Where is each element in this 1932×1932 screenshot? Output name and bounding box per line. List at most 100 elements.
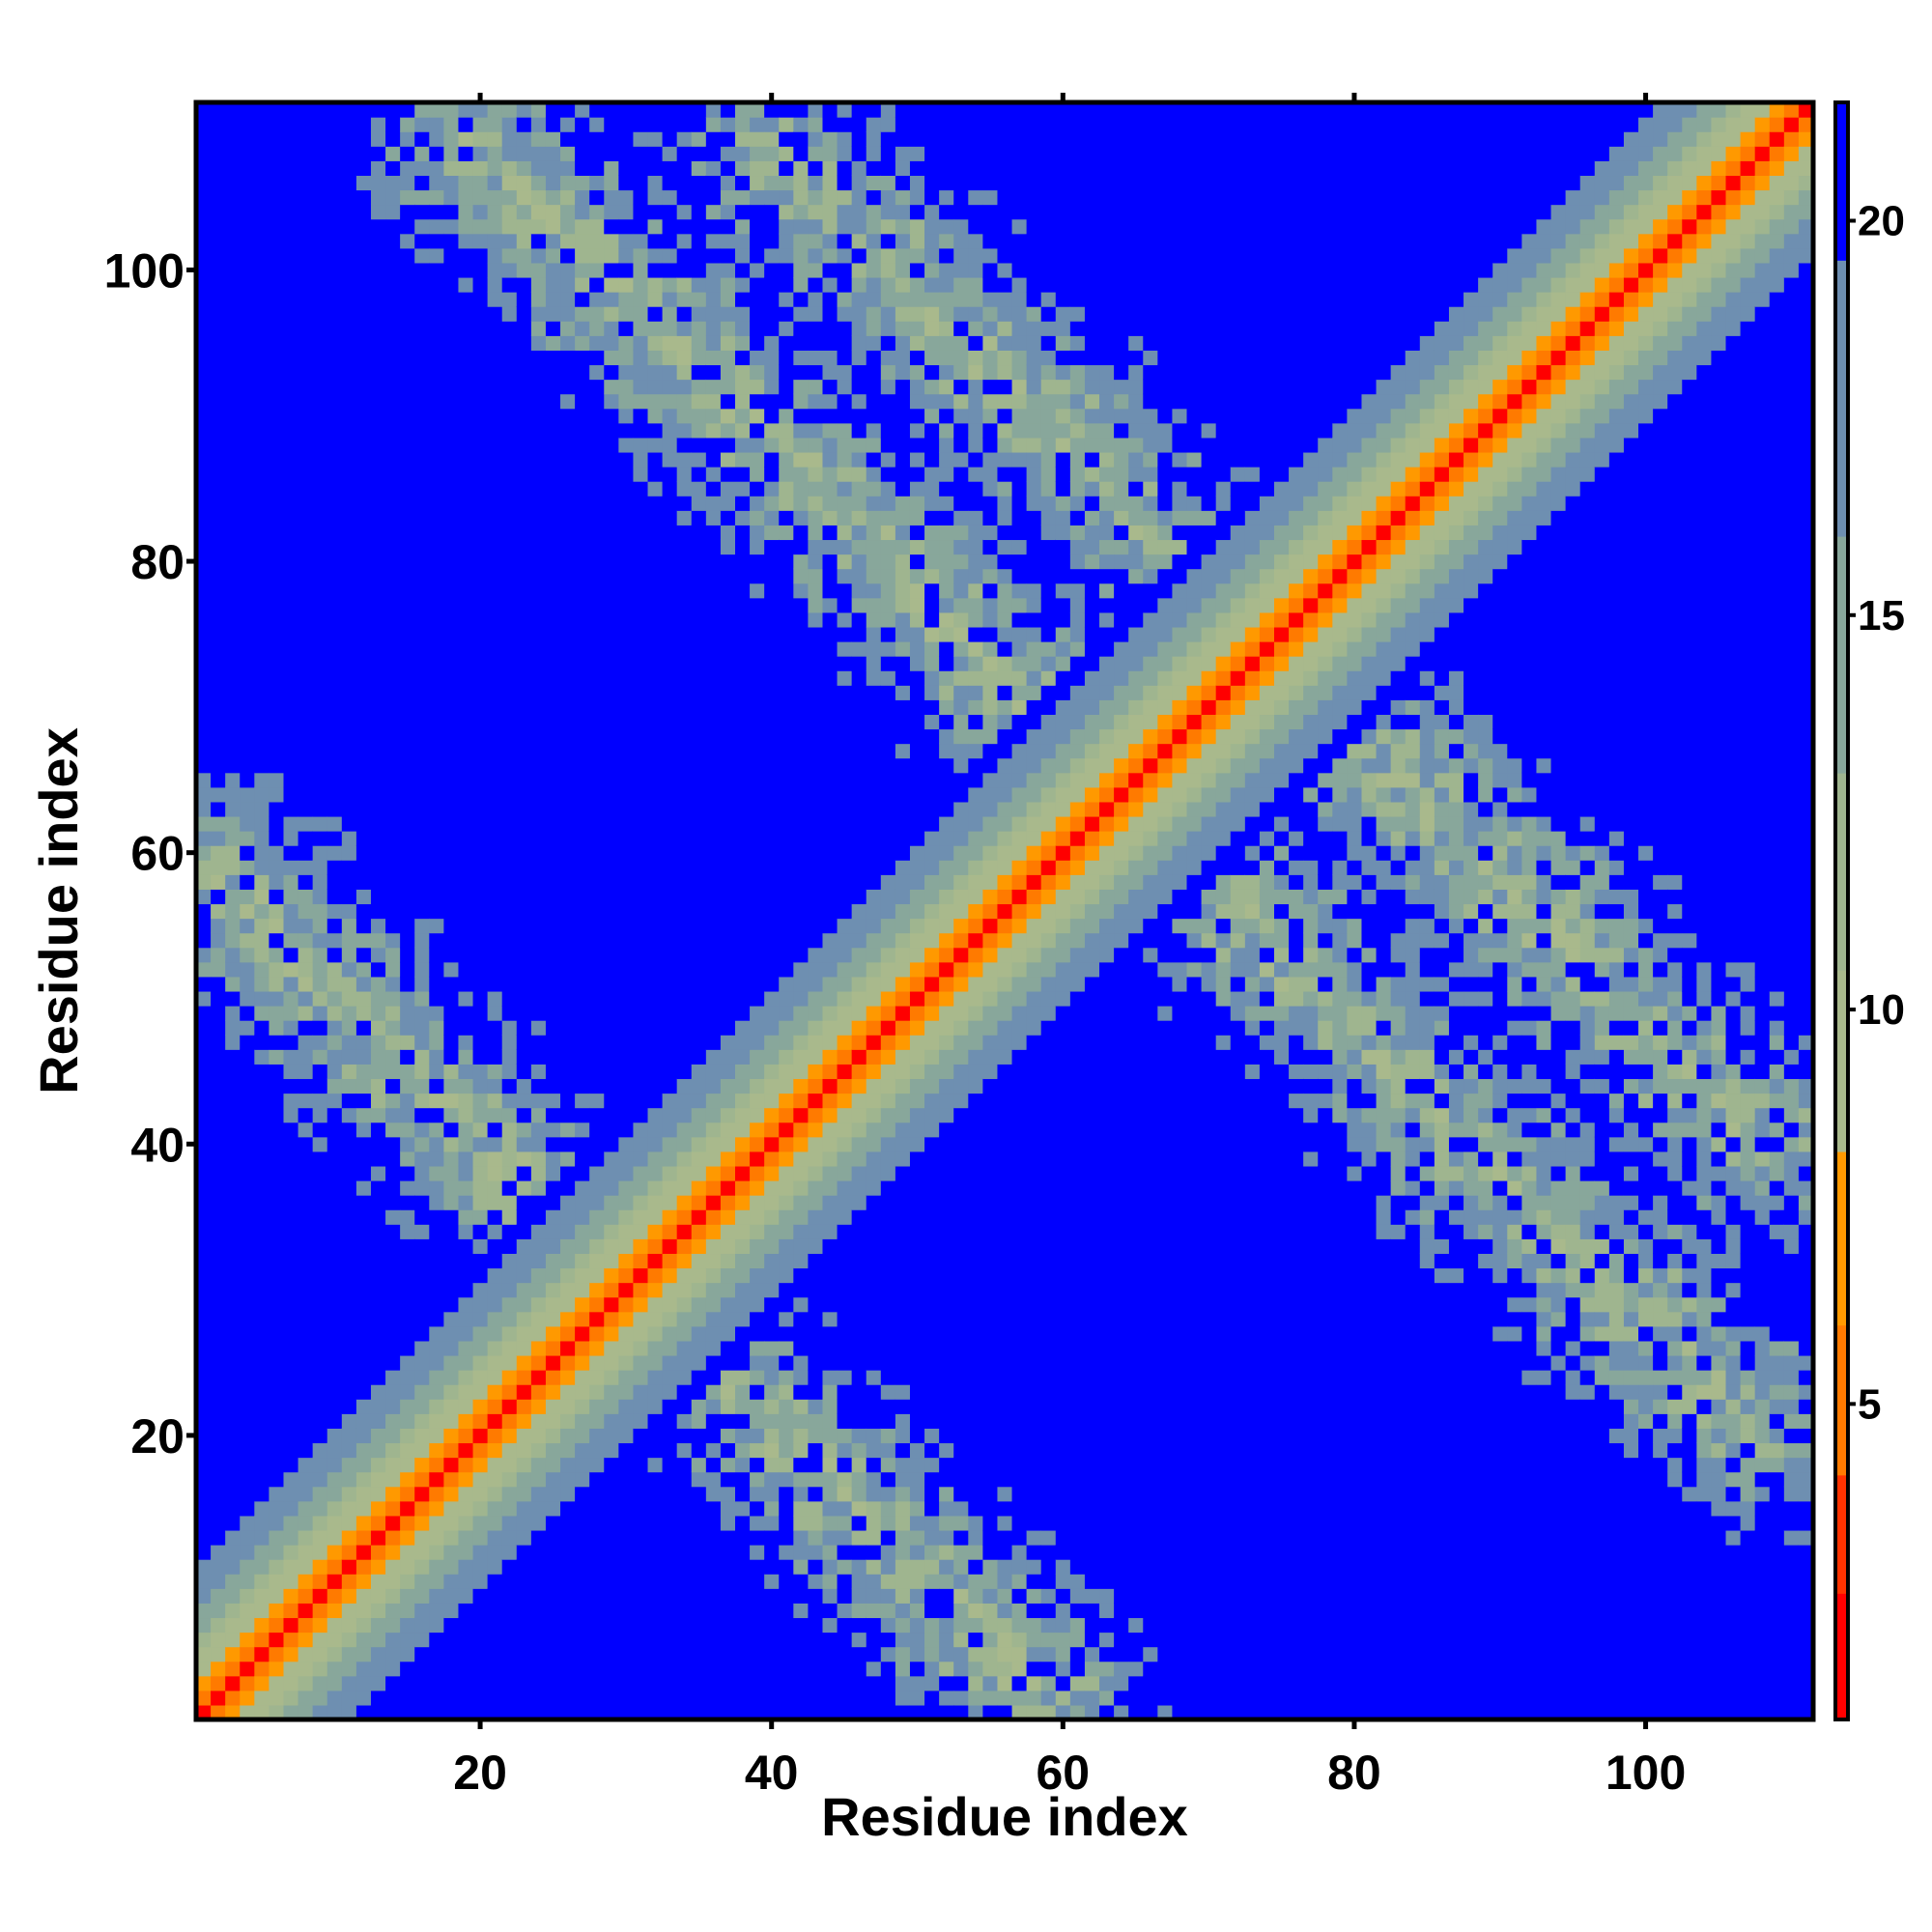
heatmap-cell	[254, 510, 270, 526]
heatmap-cell	[196, 204, 212, 220]
heatmap-cell	[312, 582, 328, 599]
heatmap-cell	[720, 276, 736, 293]
heatmap-cell	[501, 1559, 518, 1575]
heatmap-cell	[458, 1180, 474, 1196]
heatmap-cell	[705, 990, 722, 1007]
heatmap-cell	[618, 1282, 635, 1298]
heatmap-cell	[501, 1224, 518, 1239]
heatmap-cell	[750, 1151, 765, 1167]
heatmap-cell	[604, 889, 619, 905]
heatmap-cell	[355, 845, 372, 861]
heatmap-cell	[298, 554, 314, 570]
heatmap-cell	[254, 932, 270, 949]
heatmap-cell	[808, 1311, 824, 1327]
heatmap-cell	[793, 1325, 810, 1342]
heatmap-cell	[487, 626, 503, 642]
heatmap-cell	[822, 728, 838, 745]
heatmap-cell	[355, 379, 372, 395]
heatmap-cell	[283, 611, 299, 628]
heatmap-cell	[211, 146, 226, 161]
heatmap-cell	[327, 1064, 343, 1080]
heatmap-cell	[355, 1354, 372, 1371]
heatmap-cell	[516, 247, 532, 264]
heatmap-cell	[779, 699, 794, 716]
heatmap-cell	[750, 276, 765, 293]
heatmap-cell	[400, 947, 415, 963]
heatmap-cell	[312, 860, 328, 875]
heatmap-cell	[370, 1428, 386, 1444]
heatmap-cell	[400, 451, 415, 468]
heatmap-cell	[211, 1078, 226, 1094]
heatmap-cell	[750, 1661, 765, 1677]
heatmap-cell	[211, 1384, 226, 1400]
heatmap-cell	[560, 1064, 576, 1080]
heatmap-cell	[837, 335, 853, 351]
heatmap-cell	[269, 1515, 285, 1531]
heatmap-cell	[298, 1006, 314, 1021]
heatmap-cell	[691, 1588, 707, 1604]
heatmap-cell	[443, 1209, 460, 1225]
heatmap-cell	[211, 1209, 226, 1225]
heatmap-cell	[312, 1296, 328, 1313]
heatmap-cell	[443, 699, 460, 716]
heatmap-cell	[779, 597, 794, 613]
heatmap-cell	[589, 1428, 605, 1444]
heatmap-cell	[312, 1238, 328, 1255]
heatmap-cell	[443, 845, 460, 861]
heatmap-cell	[254, 801, 270, 817]
heatmap-cell	[283, 306, 299, 322]
heatmap-cell	[705, 1035, 722, 1050]
heatmap-cell	[808, 1020, 824, 1036]
heatmap-cell	[458, 175, 474, 191]
heatmap-cell	[312, 685, 328, 700]
heatmap-cell	[501, 292, 518, 307]
heatmap-cell	[764, 408, 780, 424]
heatmap-cell	[240, 947, 255, 963]
heatmap-cell	[298, 1428, 314, 1444]
heatmap-cell	[429, 1107, 444, 1123]
heatmap-cell	[516, 1253, 532, 1269]
heatmap-cell	[269, 961, 285, 978]
heatmap-cell	[283, 175, 299, 191]
heatmap-cell	[705, 786, 722, 803]
heatmap-cell	[575, 976, 590, 992]
heatmap-cell	[196, 102, 212, 118]
heatmap-cell	[575, 685, 590, 700]
heatmap-cell	[443, 1486, 460, 1502]
heatmap-cell	[793, 276, 810, 293]
heatmap-cell	[633, 276, 649, 293]
heatmap-cell	[779, 932, 794, 949]
heatmap-cell	[604, 408, 619, 424]
heatmap-cell	[735, 1646, 751, 1662]
heatmap-cell	[400, 1574, 415, 1589]
heatmap-cell	[414, 670, 430, 686]
heatmap-cells	[196, 102, 1814, 1720]
heatmap-cell	[647, 1180, 664, 1196]
heatmap-cell	[283, 350, 299, 366]
heatmap-cell	[327, 1704, 343, 1720]
heatmap-cell	[312, 510, 328, 526]
heatmap-cell	[355, 437, 372, 453]
heatmap-cell	[283, 1515, 299, 1531]
heatmap-cell	[400, 568, 415, 584]
heatmap-cell	[691, 815, 707, 832]
heatmap-cell	[240, 1545, 255, 1560]
heatmap-cell	[443, 1529, 460, 1546]
heatmap-cell	[662, 1588, 678, 1604]
heatmap-cell	[240, 845, 255, 861]
heatmap-cell	[545, 1515, 561, 1531]
heatmap-cell	[560, 772, 576, 788]
heatmap-cell	[705, 845, 722, 861]
heatmap-cell	[808, 932, 824, 949]
heatmap-cell	[691, 422, 707, 439]
heatmap-cell	[458, 554, 474, 570]
heatmap-cell	[312, 815, 328, 832]
heatmap-cell	[662, 1020, 678, 1036]
heatmap-cell	[385, 1267, 401, 1284]
heatmap-cell	[837, 831, 853, 846]
heatmap-cell	[472, 860, 489, 875]
heatmap-cell	[662, 757, 678, 774]
heatmap-cell	[793, 1603, 810, 1619]
heatmap-cell	[400, 626, 415, 642]
heatmap-cell	[735, 845, 751, 861]
